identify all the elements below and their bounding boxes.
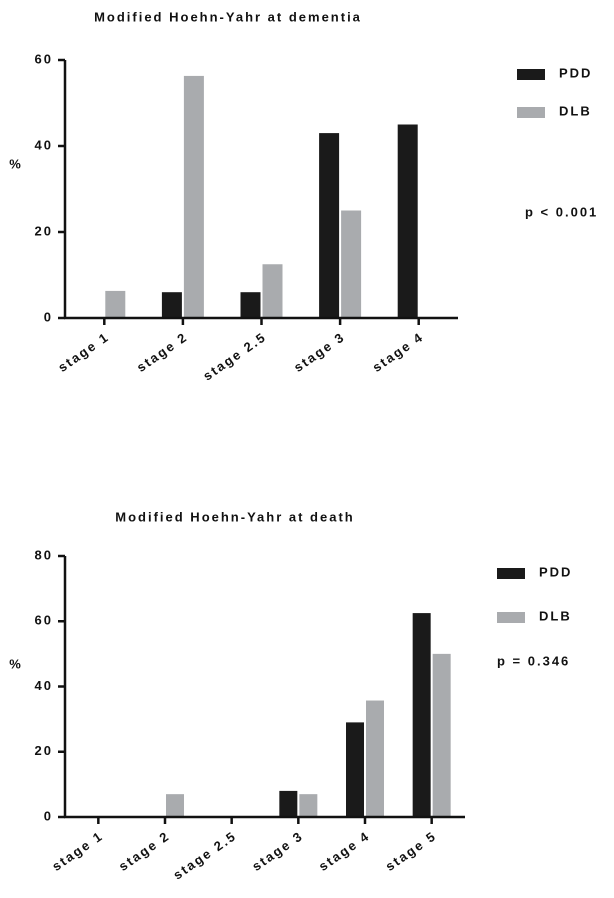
legend-swatch [517, 107, 545, 118]
bar [432, 653, 451, 817]
y-axis-label: % [9, 156, 23, 171]
legend-swatch [497, 568, 525, 579]
bar [183, 75, 204, 318]
legend-label: PDD [559, 65, 592, 80]
legend-label: DLB [539, 608, 572, 623]
x-tick-label: stage 4 [316, 828, 373, 874]
y-tick-label: 20 [35, 223, 53, 238]
legend-label: DLB [559, 103, 592, 118]
x-tick-label: stage 3 [249, 828, 306, 874]
x-tick-label: stage 3 [291, 329, 348, 375]
y-tick-label: 0 [44, 309, 53, 324]
bar [161, 292, 182, 318]
y-tick-label: 40 [35, 137, 53, 152]
bar [412, 613, 431, 817]
bar [366, 700, 384, 817]
x-tick-label: stage 1 [55, 329, 112, 375]
x-tick-label: stage 5 [383, 828, 440, 874]
x-tick-label: stage 2.5 [200, 329, 269, 384]
bar [397, 124, 418, 318]
y-tick-label: 60 [35, 613, 53, 628]
chart-title: Modified Hoehn-Yahr at dementia [94, 9, 362, 24]
legend-label: PDD [539, 564, 572, 579]
y-tick-label: 40 [35, 678, 53, 693]
y-tick-label: 0 [44, 808, 53, 823]
bar [279, 790, 298, 817]
bar [341, 210, 362, 318]
annotation: p < 0.001 [525, 204, 598, 219]
bar [319, 133, 340, 318]
y-tick-label: 20 [35, 743, 53, 758]
bar [299, 794, 318, 817]
bar [166, 794, 184, 817]
y-axis-label: % [9, 656, 23, 671]
y-tick-label: 60 [35, 51, 53, 66]
legend-swatch [497, 612, 525, 623]
bar [240, 292, 261, 318]
chart-title: Modified Hoehn-Yahr at death [115, 509, 354, 524]
legend-swatch [517, 69, 545, 80]
annotation: p = 0.346 [497, 653, 570, 668]
x-tick-label: stage 2 [134, 329, 191, 375]
x-tick-label: stage 2.5 [170, 828, 239, 883]
x-tick-label: stage 2 [116, 828, 173, 874]
bar [346, 722, 364, 817]
x-tick-label: stage 1 [49, 828, 106, 874]
y-tick-label: 80 [35, 547, 53, 562]
x-tick-label: stage 4 [370, 329, 427, 375]
bar [105, 290, 126, 318]
bar [262, 264, 283, 318]
